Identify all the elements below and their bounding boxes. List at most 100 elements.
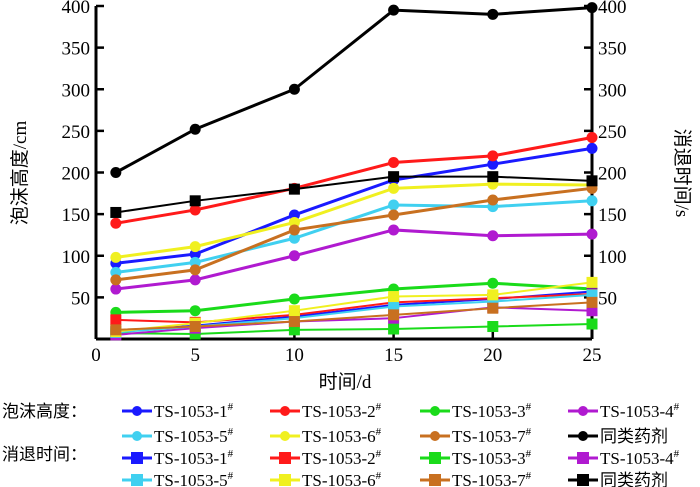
data-point bbox=[110, 217, 122, 229]
data-point bbox=[189, 305, 201, 317]
legend-label-superscript: # bbox=[228, 426, 234, 438]
data-point bbox=[388, 323, 400, 335]
series-foam-1 bbox=[110, 132, 598, 229]
legend-marker-circle bbox=[280, 431, 290, 441]
legend-label-text: 同类药剂 bbox=[600, 427, 668, 446]
legend-group-label: 泡沫高度： bbox=[2, 402, 87, 421]
y-tick-label-right: 150 bbox=[598, 205, 627, 226]
legend-label-text: TS-1053-4 bbox=[600, 449, 674, 468]
data-point bbox=[288, 232, 300, 244]
data-point bbox=[110, 274, 122, 286]
y-tick-label: 200 bbox=[62, 164, 91, 185]
legend-item: TS-1053-1# bbox=[122, 448, 234, 468]
legend-label: TS-1053-5# bbox=[154, 426, 234, 446]
data-point bbox=[586, 132, 598, 144]
data-point bbox=[288, 324, 300, 336]
series-line bbox=[115, 281, 593, 314]
data-point bbox=[586, 289, 598, 301]
y-axis-label: 泡沫高度/cm bbox=[9, 121, 31, 226]
data-point bbox=[110, 314, 122, 326]
x-tick-label: 5 bbox=[190, 345, 200, 366]
data-point bbox=[586, 305, 598, 317]
data-point bbox=[487, 8, 499, 20]
data-point bbox=[189, 123, 201, 135]
legend-label: TS-1053-1# bbox=[154, 448, 234, 468]
legend-item: TS-1053-3# bbox=[420, 401, 532, 421]
legend-marker-square bbox=[429, 452, 441, 464]
legend-item: 同类药剂 bbox=[568, 471, 668, 487]
legend-label: TS-1053-6# bbox=[302, 470, 382, 487]
legend-label: TS-1053-3# bbox=[452, 448, 532, 468]
plot-area bbox=[110, 2, 598, 341]
y-tick-label-right: 50 bbox=[598, 288, 617, 309]
data-point bbox=[487, 277, 499, 289]
y-tick-label: 150 bbox=[62, 205, 91, 226]
data-point bbox=[586, 318, 598, 330]
data-point bbox=[388, 291, 400, 303]
legend-label-text: TS-1053-3 bbox=[452, 449, 526, 468]
legend-label: TS-1053-1# bbox=[154, 401, 234, 421]
y-tick-label-right: 400 bbox=[598, 0, 627, 18]
legend-marker-square bbox=[131, 452, 143, 464]
legend-item: TS-1053-2# bbox=[270, 448, 382, 468]
legend-label-superscript: # bbox=[376, 470, 382, 482]
data-point bbox=[388, 182, 400, 194]
series-line bbox=[115, 293, 593, 324]
series-line bbox=[115, 182, 593, 259]
legend-label: TS-1053-7# bbox=[452, 470, 532, 487]
data-point bbox=[288, 250, 300, 262]
data-point bbox=[388, 309, 400, 321]
data-point bbox=[487, 158, 499, 170]
data-point bbox=[586, 195, 598, 207]
data-point bbox=[487, 296, 499, 308]
legend-label-text: TS-1053-6 bbox=[302, 471, 376, 487]
legend-group-label: 消退时间： bbox=[2, 445, 87, 464]
x-tick-label: 10 bbox=[285, 345, 304, 366]
legend-label-text: TS-1053-5 bbox=[154, 427, 228, 446]
data-point bbox=[189, 195, 201, 207]
data-point bbox=[586, 228, 598, 240]
legend-label-superscript: # bbox=[674, 401, 680, 413]
data-point bbox=[189, 321, 201, 333]
legend-label: TS-1053-2# bbox=[302, 401, 382, 421]
data-point bbox=[586, 142, 598, 154]
y-tick-label-right: 100 bbox=[598, 247, 627, 268]
series-line bbox=[115, 6, 593, 174]
series-line bbox=[115, 228, 593, 291]
data-point bbox=[586, 2, 598, 14]
legend-label-text: TS-1053-2 bbox=[302, 402, 376, 421]
series-line bbox=[115, 301, 593, 331]
series-line bbox=[115, 323, 593, 336]
legend-label-text: TS-1053-2 bbox=[302, 449, 376, 468]
legend-label-text: TS-1053-6 bbox=[302, 427, 376, 446]
data-point bbox=[388, 157, 400, 169]
legend-label: TS-1053-4# bbox=[600, 448, 680, 468]
legend-marker-circle bbox=[578, 431, 588, 441]
legend-item: TS-1053-5# bbox=[122, 470, 234, 487]
legend-label-superscript: # bbox=[376, 426, 382, 438]
data-point bbox=[388, 171, 400, 183]
data-point bbox=[487, 171, 499, 183]
data-point bbox=[586, 296, 598, 308]
legend-marker-circle bbox=[430, 406, 440, 416]
data-point bbox=[487, 150, 499, 162]
data-point bbox=[487, 302, 499, 314]
legend-label: TS-1053-5# bbox=[154, 470, 234, 487]
legend-label-superscript: # bbox=[376, 448, 382, 460]
x-axis-label: 时间/d bbox=[319, 371, 372, 393]
data-point bbox=[388, 301, 400, 313]
legend-label: TS-1053-7# bbox=[452, 426, 532, 446]
y-tick-label: 300 bbox=[62, 80, 91, 101]
legend-label: TS-1053-4# bbox=[600, 401, 680, 421]
y-tick-label: 100 bbox=[62, 247, 91, 268]
data-point bbox=[110, 206, 122, 218]
series-line bbox=[115, 175, 593, 214]
data-point bbox=[189, 204, 201, 216]
data-point bbox=[110, 167, 122, 178]
y-axis-label-right: 消退时间/s bbox=[671, 129, 693, 218]
legend-label-text: 同类药剂 bbox=[600, 471, 668, 487]
legend-marker-circle bbox=[280, 406, 290, 416]
legend-marker-square bbox=[577, 474, 589, 486]
data-point bbox=[487, 289, 499, 301]
y-tick-label: 50 bbox=[71, 288, 90, 309]
